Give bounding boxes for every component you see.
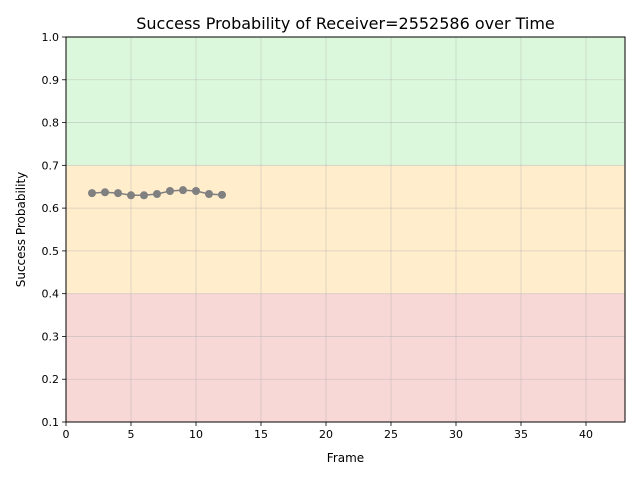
x-tick-label: 5 bbox=[128, 428, 135, 441]
data-point bbox=[114, 189, 122, 198]
data-point bbox=[179, 186, 187, 195]
y-tick-label: 1.0 bbox=[42, 31, 60, 44]
y-tick-label: 0.2 bbox=[42, 373, 60, 386]
background-bands bbox=[66, 37, 625, 422]
x-axis-ticks: 0 5 10 15 20 25 30 35 40 bbox=[63, 422, 593, 441]
series-layer bbox=[88, 186, 226, 200]
y-tick-label: 0.9 bbox=[42, 74, 60, 87]
y-axis-label: Success Probability bbox=[14, 172, 28, 288]
data-point bbox=[101, 188, 109, 197]
band-2 bbox=[66, 37, 625, 166]
y-tick-label: 0.7 bbox=[42, 159, 60, 172]
x-tick-label: 0 bbox=[63, 428, 70, 441]
band-0 bbox=[66, 293, 625, 422]
x-tick-label: 10 bbox=[189, 428, 203, 441]
y-tick-label: 0.5 bbox=[42, 245, 60, 258]
y-axis-ticks: 0.1 0.2 0.3 0.4 0.5 0.6 0.7 0.8 0.9 1.0 bbox=[42, 31, 66, 429]
x-tick-label: 30 bbox=[449, 428, 463, 441]
x-axis-label: Frame bbox=[327, 451, 364, 465]
data-point bbox=[127, 191, 135, 200]
y-tick-label: 0.4 bbox=[42, 288, 60, 301]
y-tick-label: 0.3 bbox=[42, 330, 60, 343]
data-point bbox=[140, 191, 148, 200]
band-1 bbox=[66, 165, 625, 294]
y-tick-label: 0.1 bbox=[42, 416, 60, 429]
x-tick-label: 20 bbox=[319, 428, 333, 441]
x-tick-label: 15 bbox=[254, 428, 268, 441]
data-point bbox=[205, 189, 213, 198]
x-tick-label: 25 bbox=[384, 428, 398, 441]
x-tick-label: 35 bbox=[514, 428, 528, 441]
data-point bbox=[192, 187, 200, 195]
chart-title: Success Probability of Receiver=2552586 … bbox=[136, 14, 555, 33]
data-point bbox=[153, 189, 161, 198]
grid bbox=[65, 36, 625, 423]
data-point bbox=[218, 190, 226, 199]
data-point bbox=[88, 189, 96, 198]
x-tick-label: 40 bbox=[579, 428, 593, 441]
y-tick-label: 0.8 bbox=[42, 117, 60, 130]
data-point bbox=[166, 187, 174, 195]
y-tick-label: 0.6 bbox=[42, 202, 60, 215]
plot-frame bbox=[65, 36, 626, 423]
